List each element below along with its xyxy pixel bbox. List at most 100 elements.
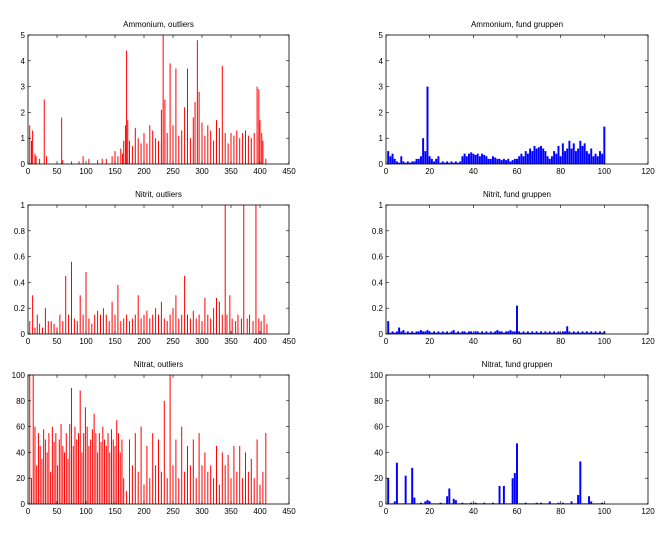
data-bar [198, 91, 200, 164]
data-bar [175, 68, 177, 164]
data-bar [104, 439, 106, 504]
data-bar [198, 314, 200, 334]
data-bar [255, 205, 257, 334]
data-bar [166, 478, 168, 504]
data-bar [247, 471, 249, 504]
data-bar [450, 331, 453, 334]
data-bar [594, 153, 597, 164]
data-bar [511, 331, 514, 334]
data-bar [415, 331, 418, 334]
data-bar [189, 138, 191, 164]
data-bar [245, 130, 246, 164]
data-bar [29, 321, 31, 334]
data-bar [207, 314, 209, 334]
data-bar [82, 314, 84, 334]
series-marks [387, 86, 606, 164]
data-bar [524, 332, 527, 334]
data-bar [481, 331, 484, 334]
subplot-2: Ammonium, fund gruppen 0 20 40 60 80 100 120 0 1 2… [379, 20, 656, 176]
data-bar [98, 433, 100, 504]
x-tick-label: 200 [137, 167, 151, 176]
data-bar [253, 478, 255, 504]
data-bar [213, 308, 215, 334]
data-bar [413, 497, 416, 504]
data-bar [476, 331, 479, 334]
data-bar [577, 494, 580, 504]
data-bar [50, 471, 52, 504]
data-bar [404, 162, 407, 164]
data-bar [149, 478, 151, 504]
x-tick-label: 120 [641, 507, 655, 516]
data-bar [127, 120, 129, 164]
data-bar [224, 205, 226, 334]
data-bar [213, 478, 215, 504]
data-bar [88, 158, 90, 164]
data-bar [169, 63, 171, 164]
data-bar [542, 332, 545, 334]
data-bar [579, 332, 582, 334]
data-bar [160, 109, 162, 164]
data-bar [152, 130, 154, 164]
data-bar [91, 323, 93, 334]
x-tick-label: 250 [166, 167, 180, 176]
data-bar [529, 332, 532, 334]
data-bar [239, 445, 241, 504]
data-bar [513, 473, 516, 504]
data-bar [509, 161, 512, 164]
y-tick-label: 40 [16, 448, 25, 457]
data-bar [581, 331, 584, 334]
data-bar [163, 400, 165, 504]
data-bar [79, 295, 81, 334]
data-bar [129, 321, 130, 334]
data-bar [601, 153, 604, 164]
data-bar [192, 117, 194, 164]
data-bar [53, 442, 55, 504]
data-bar [393, 158, 396, 164]
data-bar [395, 331, 398, 334]
data-bar [540, 331, 542, 334]
data-bar [561, 143, 564, 164]
data-bar [123, 478, 125, 504]
data-bar [131, 145, 133, 164]
data-bar [250, 458, 252, 504]
data-bar [32, 130, 34, 164]
y-tick-label: 0 [379, 160, 384, 169]
y-tick-label: 60 [374, 423, 383, 432]
data-bar [126, 491, 128, 504]
data-bar [97, 452, 99, 504]
data-bar [111, 156, 113, 164]
data-bar [32, 295, 34, 334]
data-bar [181, 314, 183, 334]
data-bar [39, 445, 41, 504]
data-bar [452, 498, 455, 504]
data-bar [478, 156, 481, 164]
data-bar [146, 310, 148, 334]
data-bar [483, 154, 486, 164]
data-bar [46, 156, 48, 164]
data-bar [441, 161, 444, 164]
data-bar [557, 145, 560, 164]
data-bar [95, 433, 97, 504]
data-bar [426, 330, 429, 334]
data-bar [461, 502, 464, 504]
y-tick-label: 0.6 [14, 253, 26, 262]
data-bar [266, 323, 268, 334]
data-bar [430, 158, 433, 164]
data-bar [101, 158, 103, 164]
y-tick-label: 0.8 [14, 227, 26, 236]
data-bar [160, 301, 162, 334]
y-tick-label: 0.6 [372, 253, 384, 262]
data-bar [213, 140, 215, 164]
data-bar [395, 161, 398, 164]
data-bar [90, 439, 92, 504]
data-bar [411, 467, 414, 504]
data-bar [218, 484, 220, 504]
x-tick-label: 0 [26, 337, 31, 346]
data-bar [160, 471, 162, 504]
data-bar [467, 331, 470, 334]
data-bar [201, 321, 203, 334]
data-bar [557, 502, 560, 504]
data-bar [492, 332, 494, 334]
x-tick-label: 20 [425, 167, 434, 176]
data-bar [117, 284, 119, 334]
